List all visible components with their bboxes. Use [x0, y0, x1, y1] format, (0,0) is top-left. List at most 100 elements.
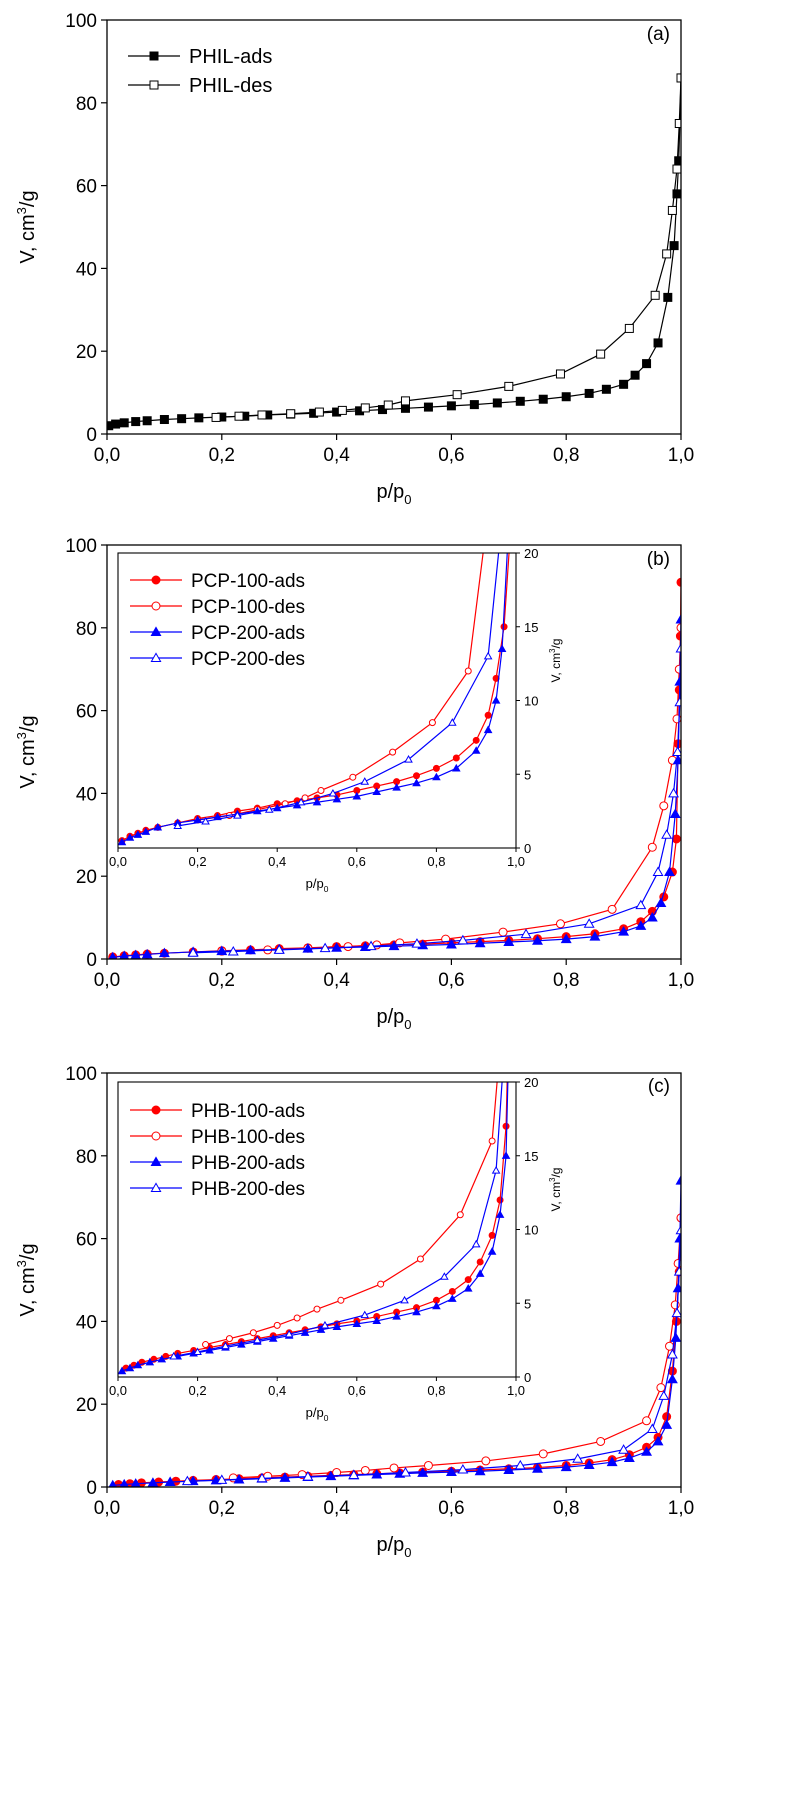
inset-data-point [495, 1210, 505, 1218]
data-point [187, 947, 199, 957]
data-point [147, 1477, 159, 1487]
data-point [658, 1390, 670, 1400]
data-point [256, 1472, 268, 1483]
inset-y-tick-label: 15 [524, 1149, 538, 1164]
data-point [619, 379, 629, 389]
inset-data-point [505, 873, 511, 879]
data-point [504, 381, 514, 391]
data-point [647, 842, 657, 852]
data-point [666, 1348, 678, 1359]
legend-item: PHB-100-ads [130, 1101, 305, 1122]
legend: PHIL-ads PHIL-des [128, 46, 272, 97]
inset-x-tick-label: 0,6 [348, 1383, 366, 1398]
inset-data-point [488, 1231, 496, 1239]
legend-item: PCP-100-ads [130, 571, 305, 592]
inset-data-point [451, 763, 461, 772]
inset-data-point [332, 1322, 342, 1330]
x-axis-label: p/p0 [376, 481, 411, 507]
y-tick-label: 20 [76, 867, 97, 888]
inset-data-point [509, 328, 516, 334]
data-point [667, 205, 677, 215]
data-point [676, 623, 681, 633]
data-point [675, 1224, 681, 1235]
y-axis-label: V, cm3/g [14, 1243, 39, 1316]
inset-x-tick-label: 0,4 [268, 1383, 286, 1398]
inset-data-point [513, 415, 519, 421]
inset-y-tick-label: 5 [524, 767, 531, 782]
data-point [337, 405, 347, 415]
data-point [445, 938, 457, 949]
inset-data-point [484, 711, 492, 719]
inset-data-point [392, 783, 401, 791]
inset-data-point [472, 736, 480, 744]
inset-data-point [487, 1247, 497, 1255]
inset-data-point [499, 1020, 505, 1026]
inset-series-1 [202, 873, 511, 1349]
inset-data-point [501, 1049, 508, 1055]
data-point [607, 904, 617, 914]
data-point [164, 1476, 176, 1486]
legend-item: PCP-200-ads [130, 623, 305, 644]
y-tick-label: 0 [86, 1478, 97, 1499]
legend-item: PHIL-ads [128, 46, 272, 68]
x-tick-label: 0,8 [553, 970, 579, 991]
inset-series-3 [173, 553, 500, 829]
inset-data-point [507, 961, 513, 967]
legend-marker [150, 626, 162, 636]
data-point [302, 943, 314, 953]
inset-data-point [432, 772, 441, 781]
legend-marker [151, 1131, 161, 1141]
series-line [108, 77, 681, 427]
inset-data-point [491, 696, 501, 704]
inset-data-point [510, 417, 516, 423]
legend-label: PCP-200-ads [191, 623, 305, 644]
legend-item: PCP-200-des [130, 649, 305, 670]
data-point [668, 787, 679, 798]
inset-data-point [511, 137, 518, 143]
legend: PCP-100-ads PCP-100-des PCP-200-ads PCP-200… [130, 571, 305, 670]
legend-label: PHB-100-des [191, 1127, 305, 1148]
inset-data-point [193, 1347, 202, 1356]
legend-label: PHB-100-ads [191, 1101, 305, 1122]
inset-data-point [507, 902, 514, 908]
inset-data-point [505, 535, 512, 541]
x-tick-label: 0,2 [209, 445, 235, 466]
inset-data-point [360, 1310, 370, 1319]
y-tick-label: 80 [76, 94, 97, 115]
data-point [538, 394, 548, 404]
data-point [211, 412, 221, 422]
inset-data-point [497, 644, 507, 652]
y-tick-label: 0 [86, 425, 97, 446]
data-point [663, 292, 673, 302]
data-point [159, 415, 169, 425]
series-1 [211, 73, 681, 422]
inset-x-tick-label: 0,4 [268, 854, 286, 869]
inset-y-tick-label: 10 [524, 694, 538, 709]
data-point [650, 290, 660, 300]
data-point [348, 1469, 360, 1479]
inset-x-tick-label: 0,8 [427, 1383, 445, 1398]
plot-frame [106, 544, 682, 960]
inset-data-point [476, 1258, 484, 1266]
inset-data-point [328, 788, 338, 797]
panel-0: 0,0 0,2 0,4 0,6 0,8 1,0 0 20 40 60 80 100 p/p0 V, cm3… [14, 11, 694, 507]
inset-data-point [133, 1360, 143, 1369]
inset-data-point [145, 1357, 155, 1366]
inset-data-point [313, 1305, 321, 1313]
legend-label: PCP-100-ads [191, 571, 305, 592]
inset-data-point [483, 725, 493, 734]
data-point [572, 1453, 584, 1463]
inset-data-point [301, 794, 309, 802]
x-tick-label: 0,4 [323, 445, 350, 466]
data-point [286, 409, 296, 419]
inset-data-point [452, 754, 460, 762]
data-point [503, 936, 515, 946]
data-point [365, 940, 377, 951]
inset-series-line [177, 553, 500, 827]
plot-frame [106, 19, 682, 435]
legend-label: PHIL-des [189, 75, 272, 97]
x-tick-label: 0,4 [323, 970, 350, 991]
inset-data-point [372, 1316, 382, 1325]
inset-data-point [400, 1295, 409, 1304]
